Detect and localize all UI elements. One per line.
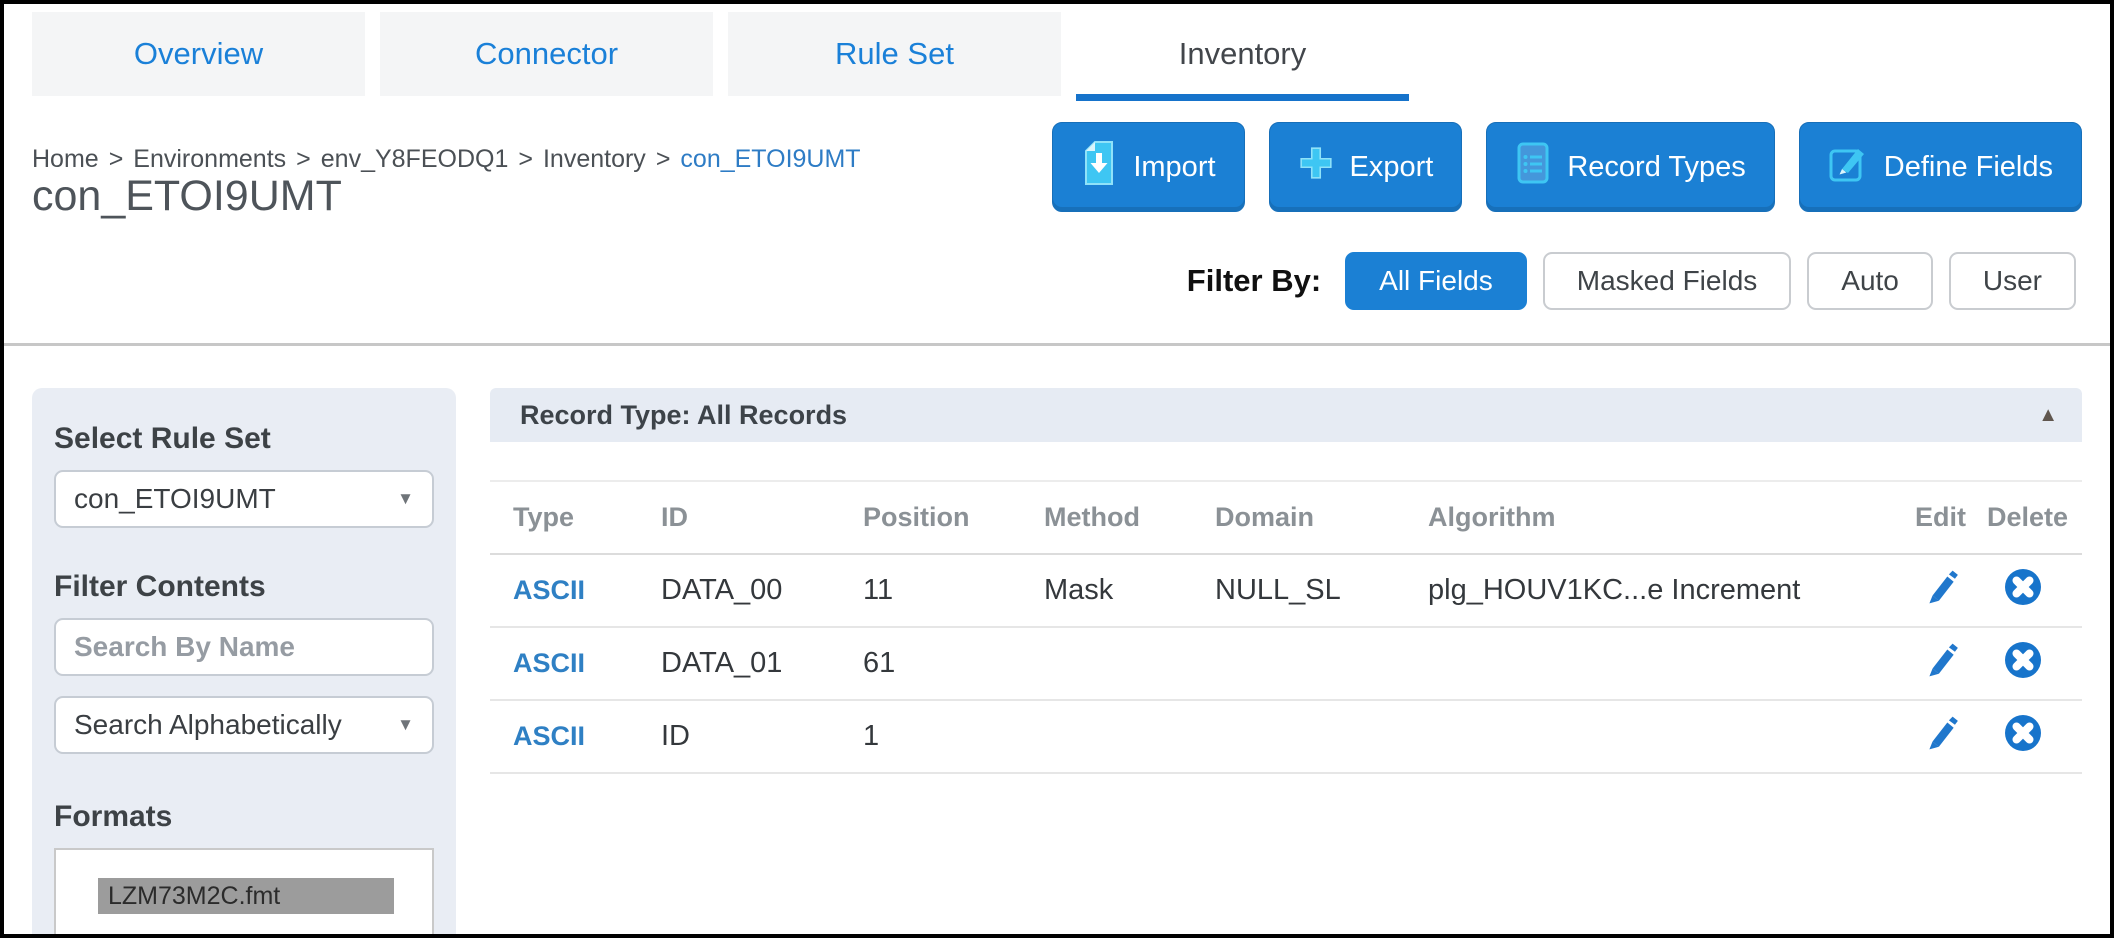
delete-button[interactable] (1987, 712, 2059, 762)
header-domain: Domain (1215, 502, 1315, 532)
search-by-name-input[interactable] (54, 618, 434, 676)
delete-circle-x-icon (2002, 712, 2044, 762)
filter-auto-button[interactable]: Auto (1807, 252, 1933, 310)
rule-set-sidebar: Select Rule Set con_ETOI9UMT ▼ Filter Co… (32, 388, 456, 934)
position-cell: 11 (863, 574, 894, 606)
record-type-panel: Record Type: All Records ▲ Type ID Posit… (490, 388, 2082, 774)
import-button[interactable]: Import (1052, 122, 1245, 212)
edit-button[interactable] (1894, 641, 1987, 687)
header-delete: Delete (1987, 502, 2069, 532)
record-types-document-icon (1515, 141, 1551, 193)
record-type-header-bar: Record Type: All Records ▲ (490, 388, 2082, 442)
page-title: con_ETOI9UMT (32, 172, 342, 220)
select-rule-set-heading: Select Rule Set (54, 422, 271, 455)
header-method: Method (1044, 502, 1140, 532)
id-cell: ID (661, 720, 690, 752)
edit-button[interactable] (1894, 714, 1987, 760)
record-types-button-label: Record Types (1567, 150, 1746, 183)
breadcrumb-environment[interactable]: env_Y8FEODQ1 (320, 145, 509, 173)
header-edit: Edit (1915, 502, 1966, 532)
pencil-icon (1922, 641, 1960, 687)
algorithm-cell: plg_HOUV1KC...e Increment (1428, 574, 1801, 606)
export-button-label: Export (1349, 150, 1434, 183)
edit-button[interactable] (1894, 568, 1987, 614)
formats-list: LZM73M2C.fmt (54, 848, 434, 934)
define-fields-button-label: Define Fields (1883, 150, 2053, 183)
rule-set-select[interactable]: con_ETOI9UMT ▼ (54, 470, 434, 528)
delete-circle-x-icon (2002, 566, 2044, 616)
delete-button[interactable] (1987, 639, 2059, 689)
type-link[interactable]: ASCII (513, 575, 586, 605)
tab-connector[interactable]: Connector (380, 12, 713, 96)
action-button-row: Import Export Record Types Define Fields (1052, 122, 2082, 212)
delete-circle-x-icon (2002, 639, 2044, 689)
filter-masked-fields-button[interactable]: Masked Fields (1542, 252, 1792, 310)
filter-by-row: Filter By: All Fields Masked Fields Auto… (1187, 252, 2076, 310)
import-document-icon (1081, 140, 1117, 194)
table-row: ASCII DATA_01 61 (490, 628, 2082, 701)
type-link[interactable]: ASCII (513, 721, 586, 751)
fields-table: Type ID Position Method Domain Algorithm… (490, 480, 2082, 774)
tab-bar: Overview Connector Rule Set Inventory (32, 12, 1409, 96)
define-fields-button[interactable]: Define Fields (1798, 122, 2082, 212)
breadcrumb-separator: > (296, 145, 311, 173)
position-cell: 1 (863, 720, 880, 752)
export-button[interactable]: Export (1268, 122, 1463, 212)
header-position: Position (863, 502, 970, 532)
header-algorithm: Algorithm (1428, 502, 1556, 532)
breadcrumb-home[interactable]: Home (32, 145, 99, 173)
position-cell: 61 (863, 647, 896, 679)
plus-icon (1298, 145, 1334, 189)
breadcrumb-separator: > (518, 145, 533, 173)
filter-by-label: Filter By: (1186, 263, 1322, 298)
type-link[interactable]: ASCII (513, 648, 586, 678)
tab-inventory[interactable]: Inventory (1076, 12, 1409, 96)
header-id: ID (661, 502, 688, 532)
method-cell: Mask (1044, 574, 1114, 606)
breadcrumb-environments[interactable]: Environments (133, 145, 287, 173)
rule-set-selected-value: con_ETOI9UMT (74, 483, 276, 514)
chevron-down-icon: ▼ (397, 489, 414, 508)
pencil-icon (1922, 568, 1960, 614)
breadcrumb-separator: > (655, 145, 671, 173)
filter-all-fields-button[interactable]: All Fields (1345, 252, 1527, 310)
sort-select[interactable]: Search Alphabetically ▼ (54, 696, 434, 754)
define-fields-pencil-icon (1828, 142, 1868, 192)
tab-overview[interactable]: Overview (32, 12, 365, 96)
record-type-title: Record Type: All Records (520, 399, 848, 430)
tab-rule-set[interactable]: Rule Set (728, 12, 1061, 96)
breadcrumb-inventory[interactable]: Inventory (542, 145, 646, 173)
header-type: Type (513, 502, 575, 532)
section-divider (4, 343, 2110, 346)
delete-button[interactable] (1987, 566, 2059, 616)
breadcrumb-separator: > (108, 145, 124, 173)
table-row: ASCII DATA_00 11 Mask NULL_SL plg_HOUV1K… (490, 555, 2082, 628)
sort-selected-value: Search Alphabetically (74, 709, 342, 740)
filter-user-button[interactable]: User (1948, 252, 2076, 310)
collapse-panel-icon[interactable]: ▲ (2038, 403, 2058, 426)
domain-cell: NULL_SL (1215, 574, 1341, 606)
active-tab-underline (1076, 94, 1409, 101)
breadcrumb-current[interactable]: con_ETOI9UMT (680, 145, 861, 173)
table-row: ASCII ID 1 (490, 701, 2082, 774)
import-button-label: Import (1133, 150, 1216, 183)
id-cell: DATA_00 (661, 574, 783, 606)
record-types-button[interactable]: Record Types (1486, 122, 1775, 212)
table-header-row: Type ID Position Method Domain Algorithm… (490, 480, 2082, 555)
format-item-selected[interactable]: LZM73M2C.fmt (98, 878, 394, 914)
breadcrumb: Home > Environments > env_Y8FEODQ1 > Inventory… (32, 145, 861, 174)
id-cell: DATA_01 (661, 647, 783, 679)
chevron-down-icon: ▼ (397, 715, 414, 734)
formats-heading: Formats (54, 800, 173, 833)
pencil-icon (1922, 714, 1960, 760)
filter-contents-heading: Filter Contents (54, 570, 266, 603)
